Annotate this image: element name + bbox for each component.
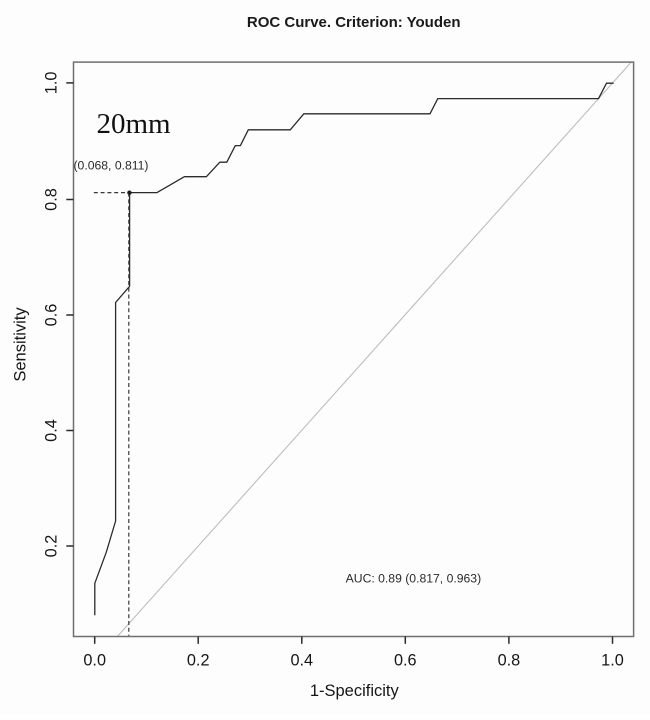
svg-text:0.0: 0.0 — [83, 652, 106, 670]
svg-text:20mm: 20mm — [97, 108, 172, 140]
svg-text:1.0: 1.0 — [601, 652, 624, 670]
svg-text:0.8: 0.8 — [498, 652, 521, 670]
svg-text:0.2: 0.2 — [187, 652, 210, 670]
svg-text:1.0: 1.0 — [42, 72, 60, 95]
svg-text:0.4: 0.4 — [42, 419, 60, 442]
svg-text:(0.068, 0.811): (0.068, 0.811) — [74, 158, 149, 172]
svg-text:0.2: 0.2 — [42, 535, 60, 558]
svg-text:0.6: 0.6 — [394, 652, 417, 670]
svg-text:AUC: 0.89 (0.817, 0.963): AUC: 0.89 (0.817, 0.963) — [346, 571, 482, 585]
svg-text:ROC Curve. Criterion: Youden: ROC Curve. Criterion: Youden — [247, 14, 461, 31]
svg-text:0.6: 0.6 — [42, 304, 60, 327]
svg-text:0.8: 0.8 — [42, 188, 60, 211]
svg-text:Sensitivity: Sensitivity — [12, 307, 30, 382]
svg-text:1-Specificity: 1-Specificity — [310, 682, 400, 700]
svg-text:0.4: 0.4 — [290, 652, 313, 670]
